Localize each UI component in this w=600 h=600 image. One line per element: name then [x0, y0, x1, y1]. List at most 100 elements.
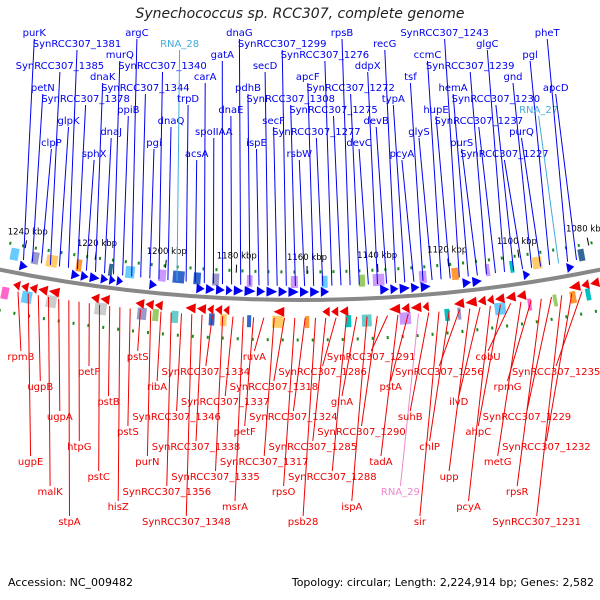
forward-gene-label: SynRCC307_1308	[246, 94, 335, 105]
forward-gene-leader-line	[194, 159, 198, 283]
forward-gene-arrow	[471, 277, 482, 287]
reverse-gene-label: ugpA	[47, 412, 73, 423]
reverse-gene-leader-line	[108, 305, 111, 397]
reverse-gene-leader-line	[409, 312, 430, 412]
reverse-gene-label: stpA	[58, 517, 80, 528]
reverse-gene-label: pstC	[87, 472, 109, 483]
reverse-gene-label: pstS	[117, 427, 139, 438]
forward-gene-leader-line	[104, 137, 112, 274]
cog-block-outer	[484, 263, 491, 277]
ruler-tick-label: 1200 kbp	[147, 247, 187, 257]
reverse-gene-leader-line	[176, 313, 182, 412]
map-title: Synechococcus sp. RCC307, complete genom…	[135, 6, 465, 22]
forward-gene-label: SynRCC307_1227	[460, 149, 549, 160]
reverse-gene-leader-line	[526, 296, 552, 412]
reverse-gene-arrow	[401, 303, 410, 313]
reverse-gene-leader-line	[58, 298, 61, 412]
forward-gene-label: SynRCC307_1340	[118, 61, 207, 72]
reverse-gene-arrow	[568, 280, 581, 291]
forward-gene-label: pdhB	[235, 83, 261, 94]
reverse-gene-leader-line	[244, 317, 255, 427]
cog-block-outer	[124, 265, 136, 279]
forward-gene-leader-line	[67, 49, 78, 268]
reverse-gene-leader-line	[322, 317, 337, 367]
forward-gene-arrow	[89, 272, 100, 283]
forward-gene-leader-line	[418, 137, 433, 281]
reverse-gene-label: htpG	[67, 442, 91, 453]
forward-gene-leader-line	[350, 93, 360, 285]
forward-gene-arrow	[566, 263, 575, 273]
forward-gene-leader-line	[367, 71, 378, 285]
forward-gene-arrow	[310, 287, 320, 297]
reverse-gene-label: psb28	[288, 517, 319, 528]
reverse-gene-arrow	[273, 306, 285, 317]
reverse-gene-leader-line	[536, 295, 563, 517]
forward-gene-label: dnaG	[226, 28, 253, 39]
reverse-gene-leader-line	[273, 317, 285, 382]
reverse-gene-leader-line	[438, 309, 461, 367]
reverse-gene-label: SynRCC307_1317	[220, 457, 309, 468]
ruler-tick-label: 1140 kbp	[357, 251, 397, 261]
forward-gene-label: murQ	[106, 50, 134, 61]
forward-gene-leader-line	[435, 115, 451, 279]
reverse-gene-label: ribA	[147, 382, 167, 393]
reverse-gene-label: petF	[234, 427, 256, 438]
reverse-gene-label: pcyA	[456, 502, 481, 513]
forward-gene-leader-line	[238, 38, 242, 285]
reverse-gene-label: SynRCC307_1286	[278, 367, 367, 378]
forward-gene-leader-line	[230, 115, 233, 285]
ruler-tick-label: 1160 kbp	[287, 253, 327, 263]
reverse-gene-leader-line	[98, 304, 100, 472]
forward-gene-label: devC	[346, 138, 371, 149]
forward-gene-label: recG	[373, 39, 396, 50]
reverse-gene-leader-line	[292, 317, 306, 412]
forward-gene-label: SynRCC307_1276	[281, 50, 370, 61]
reverse-gene-leader-line	[127, 308, 131, 427]
forward-gene-label: devB	[364, 116, 389, 127]
forward-gene-label: sphX	[82, 149, 107, 160]
reverse-gene-leader-line	[507, 300, 532, 382]
forward-gene-arrow	[225, 285, 233, 296]
forward-gene-label: secD	[253, 61, 278, 72]
forward-gene-arrow	[108, 274, 116, 285]
forward-gene-arrow	[399, 283, 410, 294]
reverse-gene-label: SynRCC307_1288	[288, 472, 377, 483]
reverse-gene-leader-line	[370, 315, 389, 352]
cog-block-outer	[531, 256, 543, 270]
reverse-gene-leader-line	[361, 315, 378, 427]
reverse-gene-label: upp	[440, 472, 459, 483]
forward-gene-leader-line	[298, 159, 306, 287]
forward-gene-label: SynRCC307_1243	[400, 28, 489, 39]
forward-gene-label: ispE	[246, 138, 267, 149]
ruler-tick-mark	[517, 249, 520, 258]
forward-gene-leader-line	[478, 126, 496, 274]
forward-gene-leader-line	[529, 60, 551, 265]
reverse-gene-leader-line	[516, 298, 542, 487]
forward-gene-label: purQ	[509, 127, 534, 138]
reverse-gene-leader-line	[468, 305, 491, 502]
reverse-gene-label: SynRCC307_1285	[269, 442, 358, 453]
reverse-gene-arrow	[154, 300, 163, 311]
cog-block-inner	[93, 302, 108, 316]
ruler-tick-label: 1080 kbp	[566, 225, 600, 235]
reverse-gene-label: ahpC	[465, 427, 491, 438]
forward-gene-leader-line	[333, 115, 342, 286]
ruler-tick-label: 1100 kbp	[497, 237, 537, 247]
forward-gene-leader-line	[341, 38, 351, 286]
forward-gene-label: dnaJ	[100, 127, 122, 138]
reverse-gene-leader-line	[341, 316, 358, 397]
reverse-gene-label: SynRCC307_1291	[327, 352, 416, 363]
reverse-gene-label: SynRCC307_1229	[483, 412, 572, 423]
ruler-tick-mark	[447, 258, 450, 267]
reverse-gene-leader-line	[448, 308, 471, 472]
reverse-gene-label: SynRCC307_1256	[395, 367, 484, 378]
reverse-gene-label: msrA	[222, 502, 248, 513]
reverse-gene-label: purN	[135, 457, 159, 468]
cog-block-outer	[30, 251, 40, 265]
cog-block-inner	[399, 312, 412, 325]
cog-block-inner	[170, 310, 179, 324]
forward-gene-leader-line	[444, 38, 460, 278]
forward-gene-label: rpsB	[331, 28, 354, 39]
reverse-gene-arrow	[339, 306, 349, 317]
